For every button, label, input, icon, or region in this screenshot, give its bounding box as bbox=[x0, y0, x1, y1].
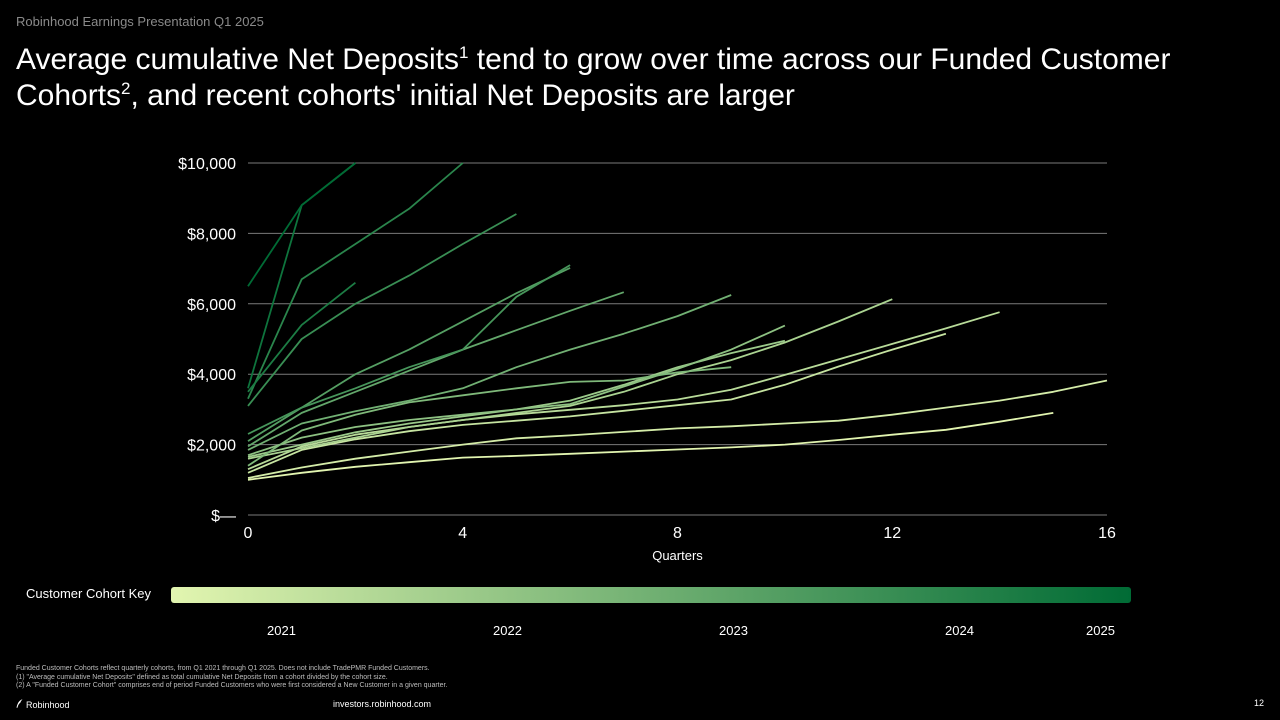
x-axis-label: Quarters bbox=[652, 548, 703, 563]
x-tick-label-1: 4 bbox=[458, 525, 467, 542]
y-tick-label-3: $6,000 bbox=[187, 297, 236, 314]
cohort-line-4 bbox=[247, 311, 1000, 471]
key-year-2025: 2025 bbox=[1086, 623, 1115, 638]
title-footnote-2: 2 bbox=[121, 79, 131, 98]
cohort-series bbox=[247, 162, 1108, 481]
title-part-2: tend to grow over time across our Funded… bbox=[16, 43, 1171, 112]
grid-lines bbox=[248, 162, 1107, 516]
cohort-line-16 bbox=[247, 162, 356, 389]
key-year-2023: 2023 bbox=[719, 623, 748, 638]
cohort-line-7 bbox=[247, 324, 786, 457]
net-deposits-line-chart: $— $2,000 $4,000 $6,000 $8,000 $10,000 0 4 8 12 16… bbox=[178, 156, 1116, 563]
cohort-line-1 bbox=[247, 412, 1054, 481]
page-number: 12 bbox=[1253, 698, 1264, 708]
cohort-line-15 bbox=[247, 281, 356, 393]
x-tick-label-3: 12 bbox=[883, 525, 901, 542]
presentation-title: Robinhood Earnings Presentation Q1 2025 bbox=[16, 14, 264, 29]
title-footnote-1: 1 bbox=[459, 43, 469, 62]
key-year-2021: 2021 bbox=[267, 623, 296, 638]
cohort-line-13 bbox=[247, 213, 517, 407]
y-tick-label-2: $4,000 bbox=[187, 367, 236, 384]
investor-url[interactable]: investors.robinhood.com bbox=[333, 699, 432, 709]
cohort-line-5 bbox=[247, 298, 893, 460]
y-tick-label-0: $— bbox=[211, 508, 236, 525]
slide-title: Average cumulative Net Deposits1 tend to… bbox=[16, 42, 1256, 114]
cohort-line-10 bbox=[247, 291, 625, 448]
cohort-key-label: Customer Cohort Key bbox=[26, 586, 151, 601]
title-part-1: Average cumulative Net Deposits bbox=[16, 43, 459, 76]
y-tick-label-1: $2,000 bbox=[187, 438, 236, 455]
logo-text: Robinhood bbox=[26, 700, 70, 710]
key-year-2022: 2022 bbox=[493, 623, 522, 638]
footnote-1: (1) "Average cumulative Net Deposits" de… bbox=[16, 673, 388, 681]
cohort-line-2 bbox=[247, 379, 1108, 479]
y-tick-label-4: $8,000 bbox=[187, 226, 236, 243]
cohort-line-17 bbox=[247, 162, 356, 287]
cohort-line-12 bbox=[247, 264, 571, 435]
x-tick-label-0: 0 bbox=[244, 525, 253, 542]
y-tick-label-5: $10,000 bbox=[178, 156, 236, 173]
footnotes: Funded Customer Cohorts reflect quarterl… bbox=[16, 665, 447, 691]
x-tick-label-2: 8 bbox=[673, 525, 682, 542]
cohort-line-8 bbox=[247, 366, 732, 467]
axes: $— $2,000 $4,000 $6,000 $8,000 $10,000 0 4 8 12 16… bbox=[178, 156, 1116, 563]
feather-icon bbox=[16, 699, 23, 708]
key-year-2024: 2024 bbox=[945, 623, 974, 638]
cohort-line-9 bbox=[247, 294, 732, 451]
robinhood-logo: Robinhood bbox=[16, 699, 70, 710]
x-tick-label-4: 16 bbox=[1098, 525, 1116, 542]
title-part-3: , and recent cohorts' initial Net Deposi… bbox=[130, 79, 795, 112]
cohort-key-gradient bbox=[171, 587, 1131, 603]
cohort-line-14 bbox=[247, 162, 464, 400]
footnote-cohorts: Funded Customer Cohorts reflect quarterl… bbox=[16, 665, 430, 672]
cohort-line-3 bbox=[247, 332, 947, 474]
footnote-2: (2) A "Funded Customer Cohort" comprises… bbox=[16, 682, 448, 689]
